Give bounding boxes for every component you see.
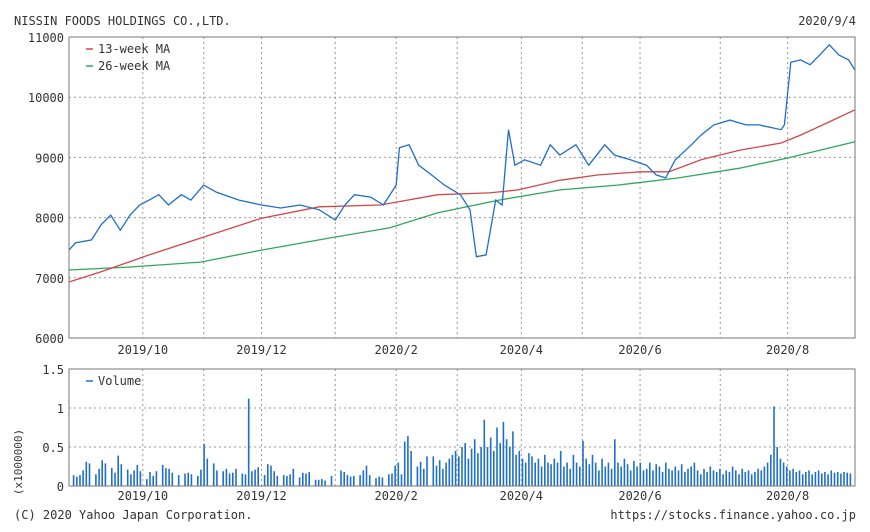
series-line-13-week-ma bbox=[68, 109, 856, 283]
volume-bars bbox=[72, 398, 852, 486]
volume-y-tick: 1.5 bbox=[42, 363, 64, 377]
copyright: (C) 2020 Yahoo Japan Corporation. bbox=[14, 508, 252, 522]
price-x-tick: 2020/2 bbox=[375, 343, 418, 357]
volume-x-tick: 2019/10 bbox=[117, 489, 168, 503]
chart-date: 2020/9/4 bbox=[798, 14, 856, 28]
price-x-tick: 2020/8 bbox=[766, 343, 809, 357]
price-lines bbox=[68, 43, 856, 283]
legend-label: 13-week MA bbox=[98, 42, 171, 56]
volume-y-tick: 1 bbox=[57, 402, 64, 416]
legend-label: 26-week MA bbox=[98, 59, 171, 73]
price-legend: 13-week MA 26-week MA bbox=[86, 42, 171, 73]
volume-axis-label: (x1000000) bbox=[12, 429, 25, 495]
price-x-tick: 2019/10 bbox=[117, 343, 168, 357]
volume-x-tick: 2020/2 bbox=[375, 489, 418, 503]
source-url[interactable]: https://stocks.finance.yahoo.co.jp bbox=[610, 508, 856, 522]
series-line-26-week-ma bbox=[68, 141, 856, 271]
price-x-tick: 2020/4 bbox=[500, 343, 543, 357]
price-y-tick: 7000 bbox=[35, 272, 64, 286]
volume-x-tick: 2020/6 bbox=[618, 489, 661, 503]
volume-legend: Volume bbox=[86, 374, 141, 388]
price-y-tick: 9000 bbox=[35, 151, 64, 165]
volume-y-tick: 0 bbox=[57, 480, 64, 494]
price-y-tick: 11000 bbox=[28, 31, 64, 45]
price-y-tick: 6000 bbox=[35, 332, 64, 346]
price-y-tick: 8000 bbox=[35, 212, 64, 226]
price-plot-frame bbox=[68, 36, 856, 339]
volume-plot-frame bbox=[68, 368, 856, 487]
price-y-tick: 10000 bbox=[28, 91, 64, 105]
volume-y-tick: 0.5 bbox=[42, 441, 64, 455]
price-x-tick: 2019/12 bbox=[236, 343, 287, 357]
volume-grid: 2019/10 2019/12 2020/2 2020/4 2020/6 2020/8 0 0… bbox=[42, 363, 855, 503]
volume-x-tick: 2019/12 bbox=[236, 489, 287, 503]
volume-legend-label: Volume bbox=[98, 374, 141, 388]
series-line-price bbox=[68, 43, 856, 258]
volume-x-tick: 2020/4 bbox=[500, 489, 543, 503]
price-x-tick: 2020/6 bbox=[618, 343, 661, 357]
chart-title: NISSIN FOODS HOLDINGS CO.,LTD. bbox=[14, 14, 231, 28]
volume-x-tick: 2020/8 bbox=[766, 489, 809, 503]
